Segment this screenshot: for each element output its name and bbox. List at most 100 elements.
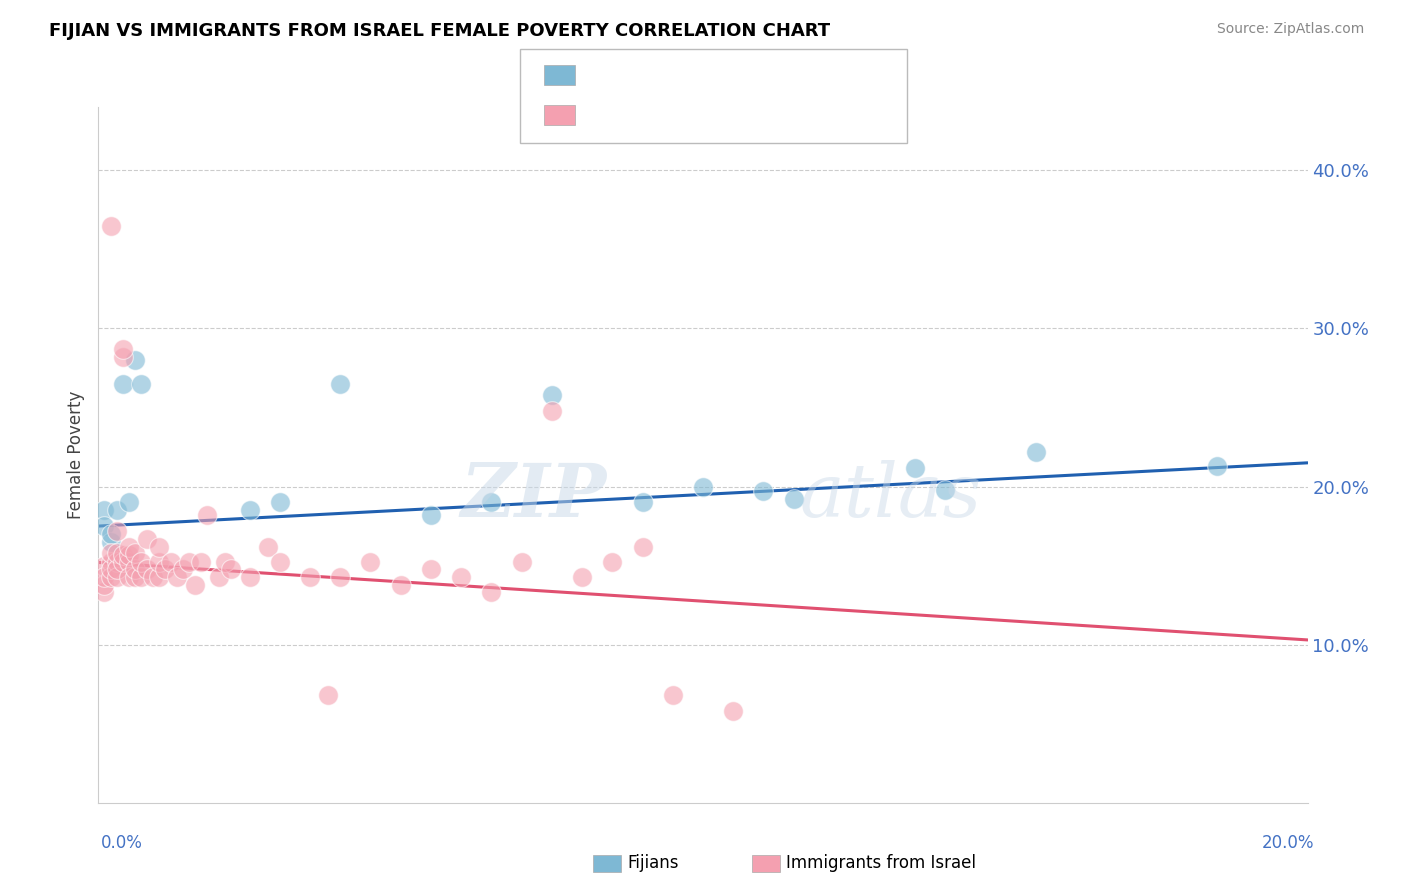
Y-axis label: Female Poverty: Female Poverty <box>67 391 86 519</box>
Point <box>783 492 806 507</box>
Point <box>420 562 443 576</box>
Point <box>135 562 157 576</box>
Point <box>221 562 243 576</box>
Text: 0.168: 0.168 <box>633 65 683 83</box>
Point <box>129 570 152 584</box>
Point <box>239 570 262 584</box>
Text: 0.0%: 0.0% <box>101 834 143 852</box>
Point <box>111 556 134 570</box>
Point <box>93 585 115 599</box>
Point <box>184 577 207 591</box>
Point <box>481 495 503 509</box>
Point <box>142 570 165 584</box>
Point <box>148 540 170 554</box>
Point <box>602 556 624 570</box>
Point <box>481 585 503 599</box>
Point <box>105 570 128 584</box>
Point <box>105 524 128 538</box>
Point <box>208 570 231 584</box>
Point <box>571 570 593 584</box>
Point <box>179 556 201 570</box>
Point <box>100 562 122 576</box>
Point <box>450 570 472 584</box>
Point <box>111 350 134 364</box>
Point <box>540 403 562 417</box>
Text: N =: N = <box>710 105 762 123</box>
Point <box>723 704 745 718</box>
Point <box>124 546 146 560</box>
Point <box>1024 444 1046 458</box>
Point <box>105 546 128 560</box>
Text: atlas: atlas <box>800 460 981 533</box>
Point <box>1206 458 1229 473</box>
Point <box>129 376 152 391</box>
Text: 23: 23 <box>756 65 779 83</box>
Point <box>360 556 382 570</box>
Point <box>105 556 128 570</box>
Point <box>93 570 115 584</box>
Point <box>389 577 412 591</box>
Text: Immigrants from Israel: Immigrants from Israel <box>786 855 976 872</box>
Point <box>631 495 654 509</box>
Point <box>124 562 146 576</box>
Point <box>148 556 170 570</box>
Point <box>299 570 322 584</box>
Point <box>135 532 157 546</box>
Point <box>752 484 775 499</box>
Text: ZIP: ZIP <box>460 460 606 533</box>
Text: N =: N = <box>686 65 738 83</box>
Point <box>118 495 141 509</box>
Point <box>540 388 562 402</box>
Text: -0.058: -0.058 <box>633 105 690 123</box>
Point <box>153 562 176 576</box>
Point <box>256 540 278 554</box>
Point <box>692 479 714 493</box>
Text: Source: ZipAtlas.com: Source: ZipAtlas.com <box>1216 22 1364 37</box>
Text: R =: R = <box>583 65 623 83</box>
Text: 61: 61 <box>756 105 779 123</box>
Text: Fijians: Fijians <box>627 855 679 872</box>
Point <box>269 495 291 509</box>
Point <box>118 540 141 554</box>
Point <box>166 570 188 584</box>
Point <box>934 483 956 497</box>
Point <box>269 556 291 570</box>
Point <box>160 556 183 570</box>
Point <box>172 562 194 576</box>
Point <box>129 556 152 570</box>
Point <box>100 534 122 549</box>
Point <box>93 558 115 573</box>
Point <box>420 508 443 522</box>
Point <box>195 508 218 522</box>
Point <box>93 519 115 533</box>
Point <box>329 376 352 391</box>
Point <box>100 556 122 570</box>
Point <box>124 570 146 584</box>
Point <box>239 503 262 517</box>
Point <box>93 577 115 591</box>
Point <box>631 540 654 554</box>
Point <box>118 570 141 584</box>
Text: 20.0%: 20.0% <box>1263 834 1315 852</box>
Point <box>100 546 122 560</box>
Point <box>100 527 122 541</box>
Point <box>329 570 352 584</box>
Point <box>124 353 146 368</box>
Point <box>111 376 134 391</box>
Point <box>190 556 212 570</box>
Point <box>111 548 134 562</box>
Point <box>316 688 339 702</box>
Point <box>105 562 128 576</box>
Point <box>111 342 134 356</box>
Point <box>510 556 533 570</box>
Text: R =: R = <box>583 105 623 123</box>
Point <box>105 503 128 517</box>
Point <box>118 548 141 562</box>
Point <box>118 556 141 570</box>
Point <box>904 460 927 475</box>
Point <box>100 570 122 584</box>
Point <box>93 503 115 517</box>
Point <box>662 688 685 702</box>
Point <box>214 556 236 570</box>
Text: FIJIAN VS IMMIGRANTS FROM ISRAEL FEMALE POVERTY CORRELATION CHART: FIJIAN VS IMMIGRANTS FROM ISRAEL FEMALE … <box>49 22 831 40</box>
